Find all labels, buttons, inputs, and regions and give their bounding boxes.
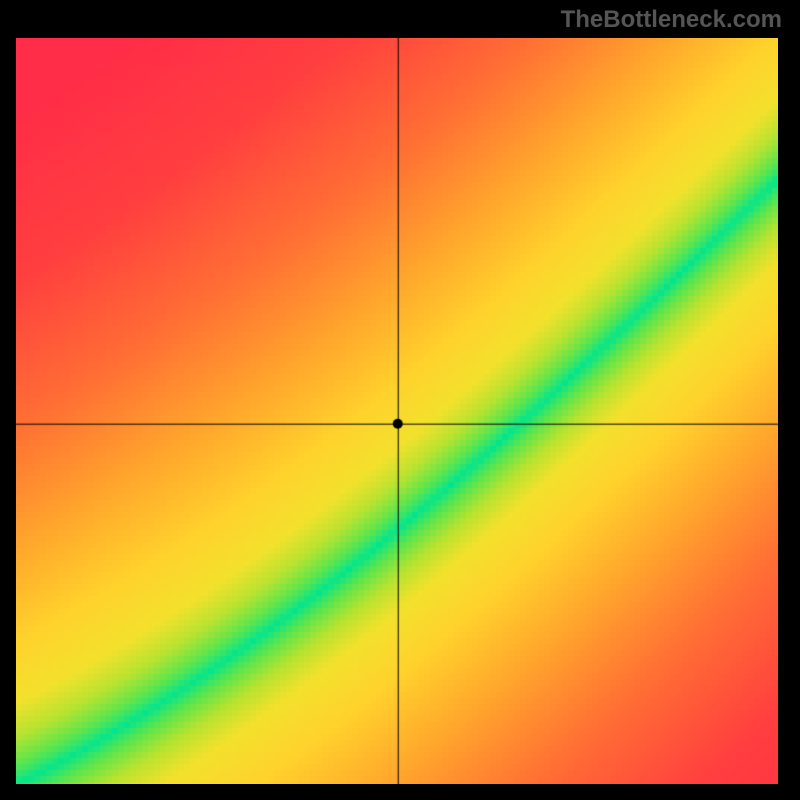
chart-container: TheBottleneck.com [0, 0, 800, 800]
bottleneck-heatmap [16, 38, 778, 784]
watermark-text: TheBottleneck.com [561, 6, 782, 34]
